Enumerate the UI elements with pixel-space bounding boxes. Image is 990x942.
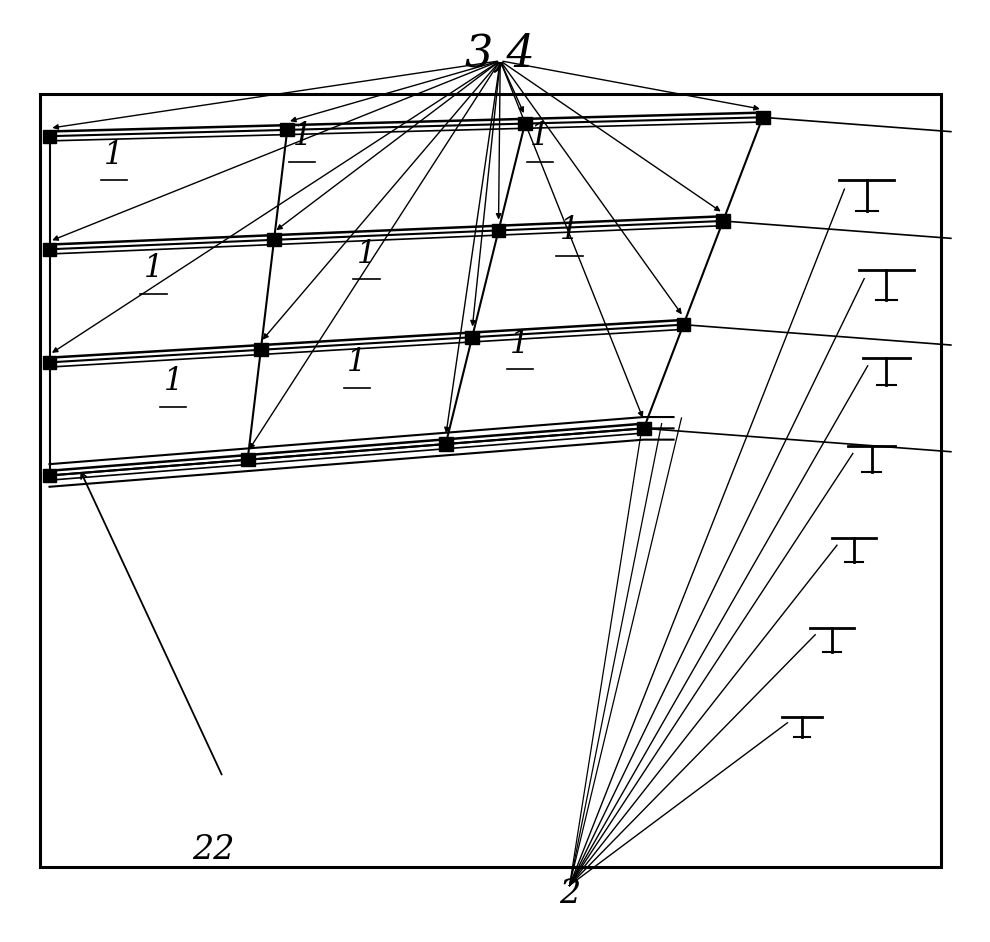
Text: 1: 1	[356, 239, 376, 269]
Bar	[465, 331, 479, 344]
Text: 1: 1	[530, 122, 549, 152]
Bar	[491, 224, 505, 237]
Bar	[280, 123, 294, 137]
Bar	[43, 130, 56, 143]
Bar	[40, 94, 940, 867]
Text: 1: 1	[559, 216, 579, 246]
Bar	[439, 438, 452, 451]
Text: 2: 2	[558, 877, 580, 909]
Text: 1: 1	[510, 329, 530, 359]
Bar	[267, 234, 281, 247]
Bar	[637, 422, 650, 435]
Text: 1: 1	[104, 140, 124, 171]
Bar	[676, 318, 690, 332]
Text: 3,4: 3,4	[464, 33, 536, 76]
Bar	[43, 469, 56, 482]
Text: 1: 1	[346, 348, 366, 378]
Text: 1: 1	[144, 253, 163, 284]
Bar	[716, 215, 730, 228]
Bar	[755, 111, 769, 124]
Bar	[253, 344, 267, 357]
Text: 1: 1	[163, 366, 183, 397]
Text: 22: 22	[192, 834, 234, 866]
Bar	[43, 243, 56, 256]
Text: 1: 1	[292, 122, 312, 152]
Bar	[43, 356, 56, 369]
Bar	[241, 453, 254, 466]
Bar	[518, 118, 532, 131]
